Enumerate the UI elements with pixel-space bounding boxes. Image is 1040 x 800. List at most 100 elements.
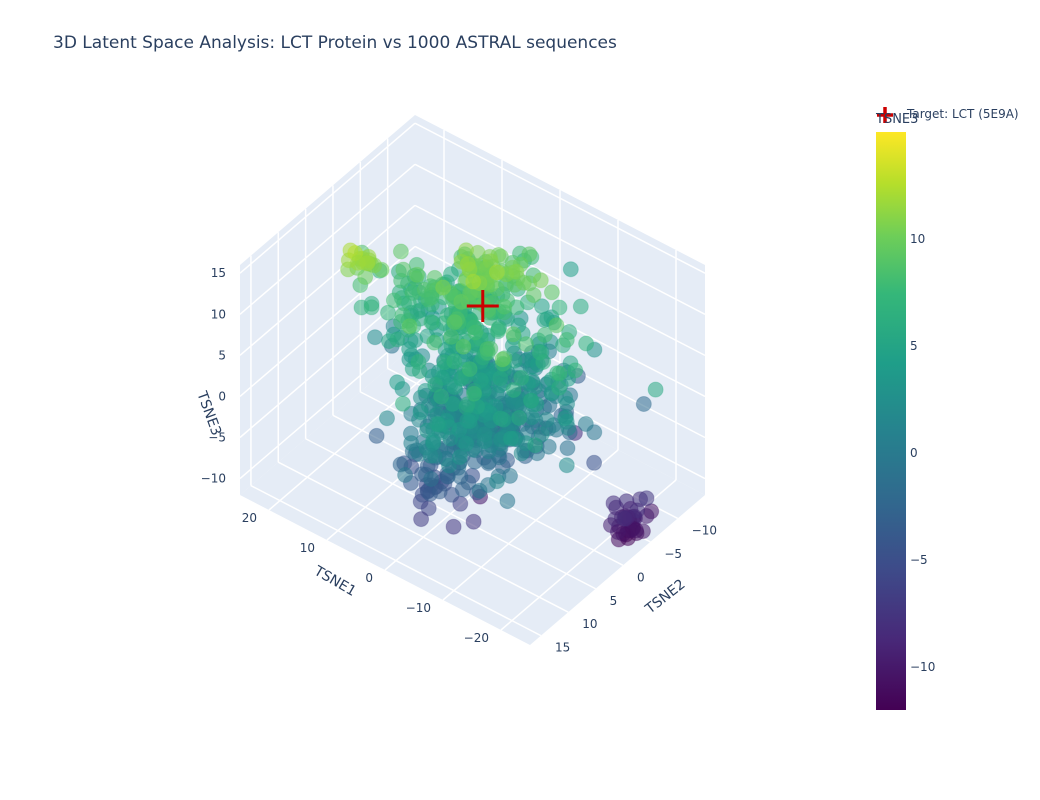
data-point <box>495 411 512 428</box>
tick-label: 0 <box>218 389 226 403</box>
data-point <box>413 511 430 528</box>
legend-entry-label: Target: LCT (5E9A) <box>907 107 1019 121</box>
data-point <box>412 404 429 421</box>
data-point <box>409 266 425 283</box>
colorbar <box>876 132 906 710</box>
data-point <box>499 493 516 510</box>
data-point <box>461 361 478 378</box>
data-point <box>401 318 418 335</box>
data-point <box>609 524 626 540</box>
data-point <box>446 314 463 331</box>
data-point <box>458 435 475 452</box>
data-point <box>368 427 385 444</box>
tick-label: −5 <box>208 431 226 445</box>
data-point <box>527 437 544 454</box>
data-point <box>508 263 525 280</box>
data-point <box>451 449 468 466</box>
grid-line <box>239 328 416 480</box>
y-axis-label: TSNE2 <box>642 576 689 617</box>
data-point <box>638 490 655 507</box>
colorbar-title: TSNE3 <box>876 112 919 127</box>
data-point <box>551 365 568 382</box>
grid-line <box>239 122 416 274</box>
data-point <box>466 385 482 402</box>
data-point <box>367 329 383 346</box>
data-point <box>420 291 437 308</box>
grid-line <box>414 163 706 315</box>
data-point <box>435 279 452 296</box>
data-point <box>422 447 439 464</box>
data-point <box>605 495 622 512</box>
grid-line <box>277 461 569 613</box>
data-point <box>511 409 528 426</box>
colorbar-tick-label: 10 <box>910 232 926 247</box>
data-point <box>385 292 402 309</box>
data-point <box>586 454 603 471</box>
data-point <box>442 430 459 447</box>
data-point <box>536 326 553 343</box>
data-point <box>551 299 568 316</box>
data-point <box>445 518 462 535</box>
colorbar-tick-label: 0 <box>910 446 918 461</box>
data-point <box>578 335 595 352</box>
data-point <box>476 433 493 450</box>
data-point <box>426 334 443 351</box>
data-point <box>443 328 460 345</box>
data-point <box>471 482 488 499</box>
grid-line <box>414 122 706 274</box>
grid-line <box>268 359 445 511</box>
data-point <box>558 331 575 348</box>
data-point <box>488 264 505 281</box>
data-point <box>515 274 532 291</box>
data-point <box>431 483 448 500</box>
data-point <box>572 298 589 315</box>
data-point <box>389 374 406 391</box>
data-point <box>454 481 471 498</box>
data-point <box>513 369 530 386</box>
data-point <box>557 410 574 427</box>
data-point <box>379 410 395 427</box>
data-point <box>359 255 376 272</box>
data-point <box>543 284 560 301</box>
data-point <box>513 445 530 462</box>
data-point <box>559 440 576 457</box>
data-point <box>453 293 470 310</box>
data-point <box>479 344 496 361</box>
tick-label: −20 <box>464 631 489 645</box>
data-point <box>634 523 651 540</box>
grid-line <box>414 204 706 357</box>
data-point <box>446 379 463 396</box>
data-points <box>340 242 664 548</box>
data-point <box>518 336 534 353</box>
grid-line <box>239 163 416 315</box>
colorbar-tick-label: 5 <box>910 339 918 354</box>
grid-line <box>305 438 596 590</box>
data-point <box>635 396 652 412</box>
data-point <box>492 370 509 387</box>
data-point <box>505 382 522 398</box>
data-point <box>558 457 575 474</box>
data-point <box>423 471 440 487</box>
data-point <box>425 434 442 451</box>
data-point <box>429 416 446 432</box>
data-point <box>403 435 420 452</box>
tick-label: 0 <box>365 571 373 585</box>
data-point <box>523 392 539 409</box>
tick-label: 10 <box>211 307 226 321</box>
data-point <box>616 510 633 527</box>
tick-label: 5 <box>218 348 226 362</box>
tick-label: 10 <box>582 617 597 631</box>
data-point <box>567 362 584 379</box>
target-marker <box>466 289 499 322</box>
data-point <box>394 395 411 412</box>
colorbar-tick-label: −5 <box>910 553 928 568</box>
data-point <box>461 413 478 430</box>
data-point <box>458 399 475 416</box>
data-point <box>494 351 511 368</box>
tick-label: 10 <box>300 541 315 555</box>
data-point <box>551 379 568 396</box>
data-point <box>455 338 472 355</box>
tick-label: 15 <box>211 266 226 280</box>
